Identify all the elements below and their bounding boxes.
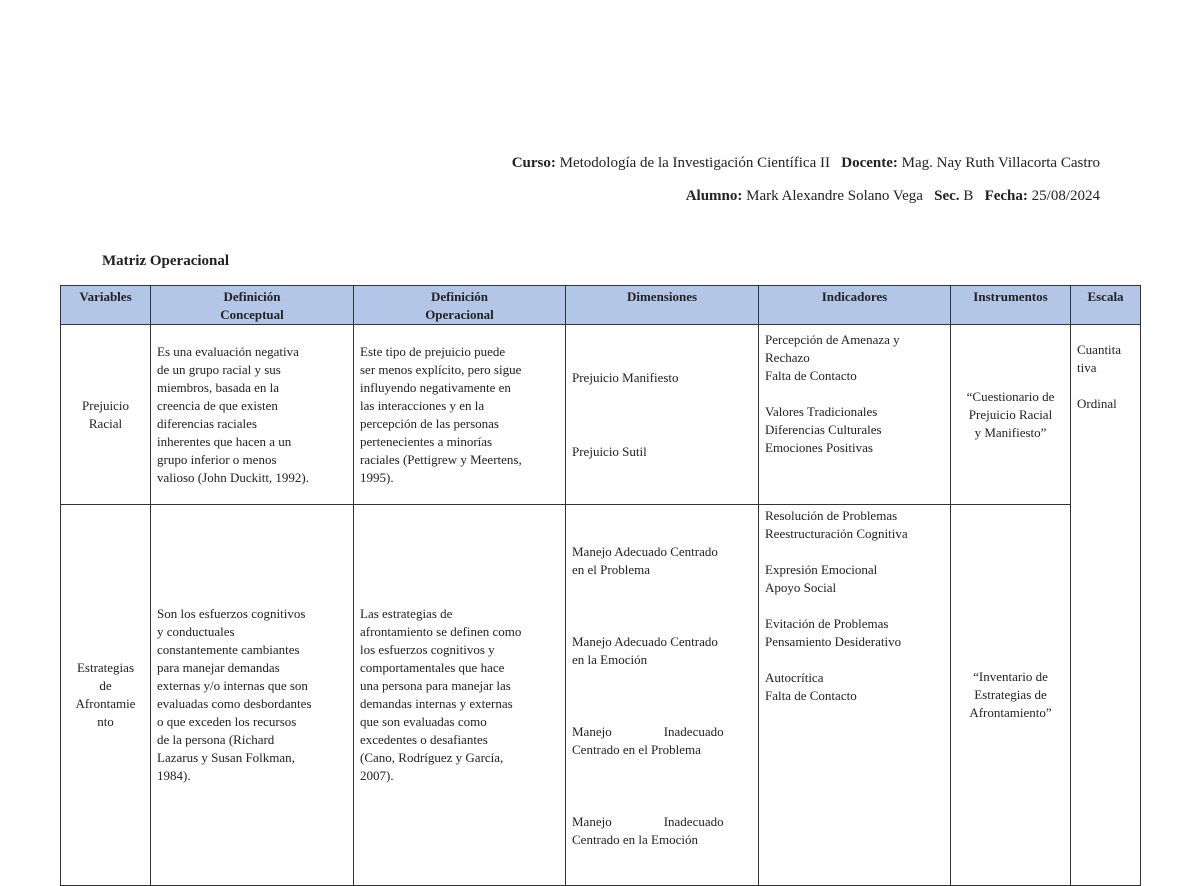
curso-value: Metodología de la Investigación Científi… xyxy=(559,155,830,171)
column-header: Indicadores xyxy=(758,285,951,325)
scale-cell: Cuantita tiva Ordinal xyxy=(1070,324,1141,886)
column-header: Escala xyxy=(1070,285,1141,325)
dimension: Manejo Inadecuado Centrado en el Problem… xyxy=(572,724,724,757)
curso-label: Curso: xyxy=(511,155,556,171)
column-header: Definición Conceptual xyxy=(150,285,354,325)
variable-cell: Prejuicio Racial xyxy=(60,324,151,505)
operational-cell: Este tipo de prejuicio puede ser menos e… xyxy=(353,324,566,505)
fecha-value: 25/08/2024 xyxy=(1031,188,1100,204)
docente-value: Mag. Nay Ruth Villacorta Castro xyxy=(901,155,1100,171)
column-header: Definición Operacional xyxy=(353,285,566,325)
indicator-group: Valores Tradicionales Diferencias Cultur… xyxy=(765,404,882,455)
indicator-group: Resolución de Problemas Reestructuración… xyxy=(765,508,908,541)
table-row: Estrategias de Afrontamie nto Son los es… xyxy=(60,504,1141,886)
alumno-value: Mark Alexandre Solano Vega xyxy=(746,188,923,204)
dimension: Prejuicio Sutil xyxy=(572,443,647,459)
sec-value: B xyxy=(963,188,974,204)
indicator-group: Expresión Emocional Apoyo Social xyxy=(765,562,878,595)
dimension: Manejo Adecuado Centrado en la Emoción xyxy=(572,634,718,667)
indicator-group: Evitación de Problemas Pensamiento Desid… xyxy=(765,616,902,649)
fecha-label: Fecha: xyxy=(984,188,1028,204)
page-title: Matriz Operacional xyxy=(102,253,230,269)
docente-label: Docente: xyxy=(841,155,898,171)
dimensions-cell: Prejuicio Manifiesto Prejuicio Sutil xyxy=(565,324,759,505)
operational-cell: Las estrategias de afrontamiento se defi… xyxy=(353,504,566,886)
table-header-row: Variables Definición Conceptual Definici… xyxy=(60,285,1141,325)
indicators-cell: Percepción de Amenaza y Rechazo Falta de… xyxy=(758,324,951,505)
student-line: Alumno: Mark Alexandre Solano Vega Sec. … xyxy=(686,188,1100,205)
column-header: Instrumentos xyxy=(950,285,1071,325)
dimension: Manejo Inadecuado Centrado en la Emoción xyxy=(572,814,724,847)
alumno-label: Alumno: xyxy=(685,188,743,204)
conceptual-cell: Es una evaluación negativa de un grupo r… xyxy=(150,324,354,505)
instrument-cell: “Inventario de Estrategias de Afrontamie… xyxy=(950,504,1071,886)
table-row: Prejuicio Racial Es una evaluación negat… xyxy=(60,324,1141,886)
indicator-group: Autocrítica Falta de Contacto xyxy=(765,670,857,703)
dimension: Prejuicio Manifiesto xyxy=(572,369,679,385)
instrument-cell: “Cuestionario de Prejuicio Racial y Mani… xyxy=(950,324,1071,505)
sec-label: Sec. xyxy=(934,188,960,204)
conceptual-cell: Son los esfuerzos cognitivos y conductua… xyxy=(150,504,354,886)
operational-matrix-table: Variables Definición Conceptual Definici… xyxy=(60,285,1141,886)
indicator-group: Percepción de Amenaza y Rechazo Falta de… xyxy=(765,332,900,383)
course-line: Curso: Metodología de la Investigación C… xyxy=(512,155,1100,172)
dimension: Manejo Adecuado Centrado en el Problema xyxy=(572,544,718,577)
indicators-cell: Resolución de Problemas Reestructuración… xyxy=(758,504,951,886)
dimensions-cell: Manejo Adecuado Centrado en el Problema … xyxy=(565,504,759,886)
column-header: Dimensiones xyxy=(565,285,759,325)
variable-cell: Estrategias de Afrontamie nto xyxy=(60,504,151,886)
column-header: Variables xyxy=(60,285,151,325)
